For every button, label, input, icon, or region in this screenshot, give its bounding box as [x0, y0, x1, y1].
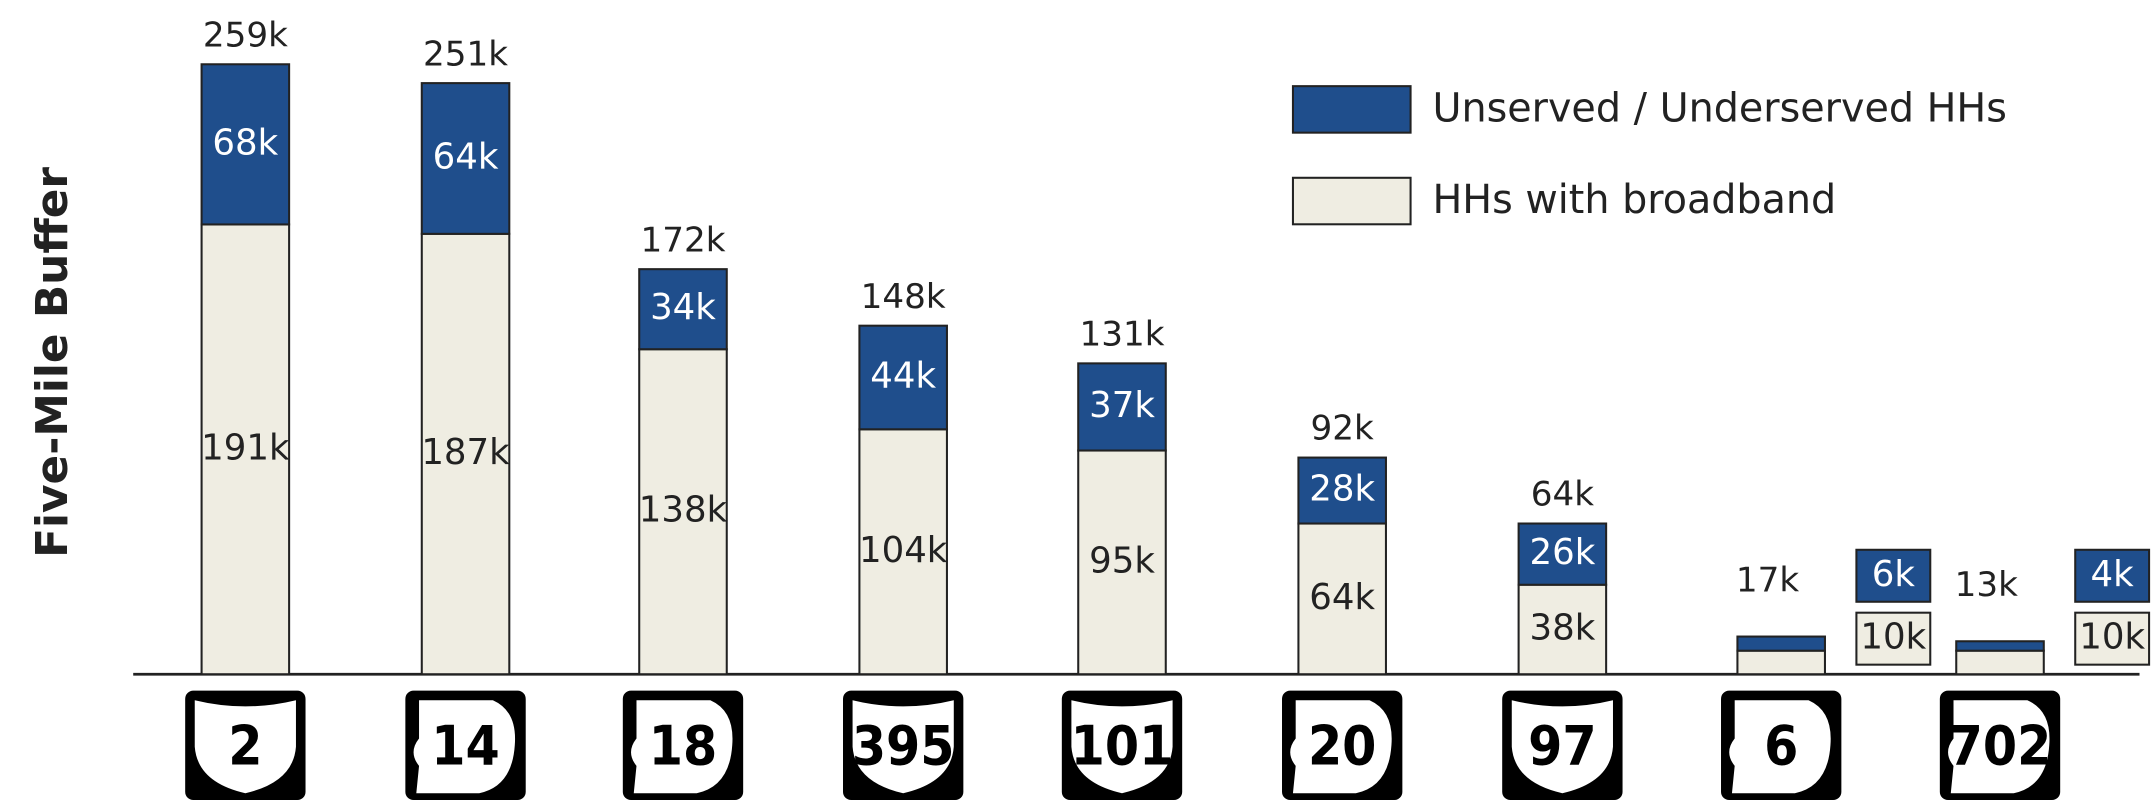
bar-segment: [1517, 522, 1608, 586]
legend-label: HHs with broadband: [1432, 177, 1836, 223]
segment-label: 64k: [433, 136, 499, 177]
segment-label: 104k: [859, 530, 948, 571]
segment-label: 38k: [1529, 607, 1595, 648]
shield: [852, 700, 954, 794]
segment-label: 10k: [1860, 617, 1926, 658]
total-label: 64k: [1531, 475, 1595, 515]
segment-label: 44k: [870, 356, 936, 397]
label-box: [2074, 611, 2151, 666]
x-tick-label: 2: [228, 714, 262, 778]
label-box: [1855, 548, 1932, 603]
bar-segment: [1077, 449, 1167, 676]
x-tick-label: 20: [1308, 714, 1376, 778]
segment-label: 6k: [1872, 554, 1916, 595]
bar-segment: [420, 82, 511, 235]
segment-label: 191k: [201, 427, 290, 468]
x-tick-label: 702: [1949, 714, 2052, 778]
legend-label: Unserved / Underserved HHs: [1432, 85, 2006, 131]
shield: [1729, 700, 1831, 794]
bar-segment: [1077, 362, 1167, 452]
shield: [194, 700, 296, 794]
bar-segment: [200, 63, 291, 226]
shield: [1948, 700, 2050, 794]
bar-segment: [1297, 456, 1387, 525]
segment-label: 34k: [650, 287, 716, 328]
legend-swatch: [1291, 176, 1412, 226]
total-label: 251k: [423, 34, 508, 74]
total-label: 92k: [1311, 409, 1375, 449]
segment-label: 187k: [421, 432, 510, 473]
label-box: [1855, 611, 1932, 666]
segment-label: 138k: [639, 490, 728, 531]
legend-swatch: [1291, 85, 1412, 134]
label-box: [2074, 548, 2151, 603]
bar-segment: [1736, 649, 1826, 676]
segment-label: 28k: [1309, 469, 1375, 510]
bar-segment: [638, 268, 728, 351]
shield: [631, 700, 733, 794]
total-label: 259k: [203, 15, 288, 55]
bar-segment: [1955, 640, 2045, 652]
bar-segment: [1736, 635, 1826, 652]
bar-segment: [200, 223, 291, 676]
x-tick-label: 6: [1764, 714, 1798, 778]
x-tick-label: 97: [1528, 714, 1596, 778]
shield: [1290, 700, 1392, 794]
x-tick-label: 395: [852, 714, 955, 778]
total-label: 17k: [1736, 560, 1800, 600]
bar-segment: [420, 232, 511, 676]
total-label: 13k: [1955, 565, 2019, 605]
shield: [413, 700, 516, 794]
total-label: 148k: [861, 277, 946, 317]
bar-segment: [1955, 649, 2045, 676]
bar-segment: [858, 324, 948, 431]
x-tick-label: 101: [1071, 714, 1174, 778]
x-tick-label: 18: [649, 714, 717, 778]
total-label: 172k: [640, 220, 725, 260]
y-axis-label: Five-Mile Buffer: [27, 167, 78, 558]
segment-label: 95k: [1089, 540, 1155, 581]
shield: [1511, 700, 1613, 794]
segment-label: 26k: [1529, 532, 1595, 573]
x-tick-label: 14: [431, 714, 499, 778]
segment-label: 4k: [2091, 554, 2135, 595]
shield: [1071, 700, 1173, 794]
segment-label: 37k: [1089, 385, 1155, 426]
total-label: 131k: [1079, 315, 1164, 355]
segment-label: 64k: [1309, 577, 1375, 618]
segment-label: 68k: [212, 122, 278, 163]
segment-label: 10k: [2079, 617, 2145, 658]
